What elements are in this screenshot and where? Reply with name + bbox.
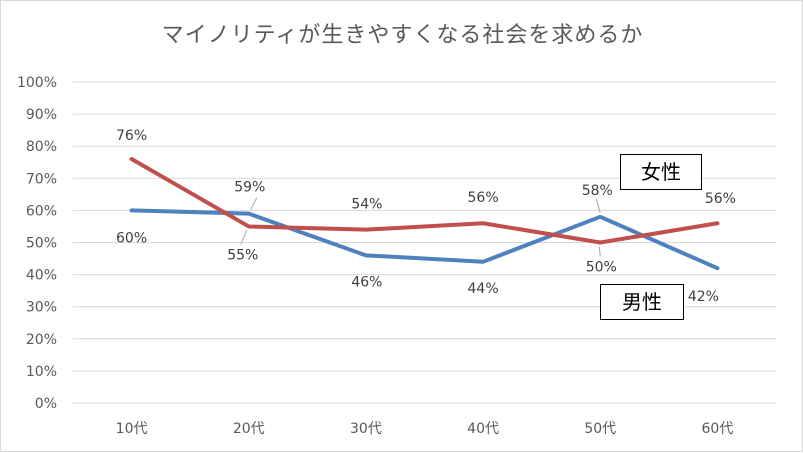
data-label-male: 42% bbox=[688, 289, 719, 305]
label-leader-line bbox=[240, 230, 248, 245]
label-leader-line bbox=[595, 198, 601, 213]
data-label-female: 55% bbox=[227, 247, 258, 263]
y-tick-label: 0% bbox=[35, 396, 57, 412]
x-tick-label: 60代 bbox=[702, 421, 734, 437]
data-label-male: 60% bbox=[116, 230, 147, 246]
y-tick-label: 80% bbox=[26, 139, 57, 155]
x-tick-label: 50代 bbox=[584, 421, 616, 437]
x-tick-label: 20代 bbox=[233, 421, 265, 437]
x-tick-label: 40代 bbox=[467, 421, 499, 437]
y-tick-label: 30% bbox=[26, 300, 57, 316]
data-label-female: 54% bbox=[351, 197, 382, 213]
y-tick-label: 100% bbox=[17, 75, 57, 91]
data-label-male: 59% bbox=[234, 180, 265, 196]
data-label-female: 56% bbox=[468, 190, 499, 206]
y-tick-label: 10% bbox=[26, 364, 57, 380]
x-tick-label: 30代 bbox=[350, 421, 382, 437]
data-label-male: 44% bbox=[468, 281, 499, 297]
legend-female: 女性 bbox=[620, 154, 702, 190]
y-tick-label: 60% bbox=[26, 203, 57, 219]
data-label-male: 58% bbox=[582, 183, 613, 199]
x-tick-label: 10代 bbox=[116, 421, 148, 437]
legend-male: 男性 bbox=[600, 284, 684, 320]
y-tick-label: 70% bbox=[26, 171, 57, 187]
y-tick-label: 40% bbox=[26, 268, 57, 284]
y-tick-label: 50% bbox=[26, 236, 57, 252]
y-tick-label: 90% bbox=[26, 107, 57, 123]
data-label-male: 46% bbox=[351, 274, 382, 290]
series-line-female bbox=[129, 157, 720, 245]
chart-title: マイノリティが生きやすくなる社会を求めるか bbox=[161, 23, 644, 48]
data-label-female: 76% bbox=[116, 128, 147, 144]
label-leader-line bbox=[598, 246, 601, 257]
label-leader-line bbox=[250, 197, 258, 210]
data-label-female: 50% bbox=[586, 260, 617, 276]
data-label-female: 56% bbox=[705, 191, 736, 207]
y-tick-label: 20% bbox=[26, 332, 57, 348]
